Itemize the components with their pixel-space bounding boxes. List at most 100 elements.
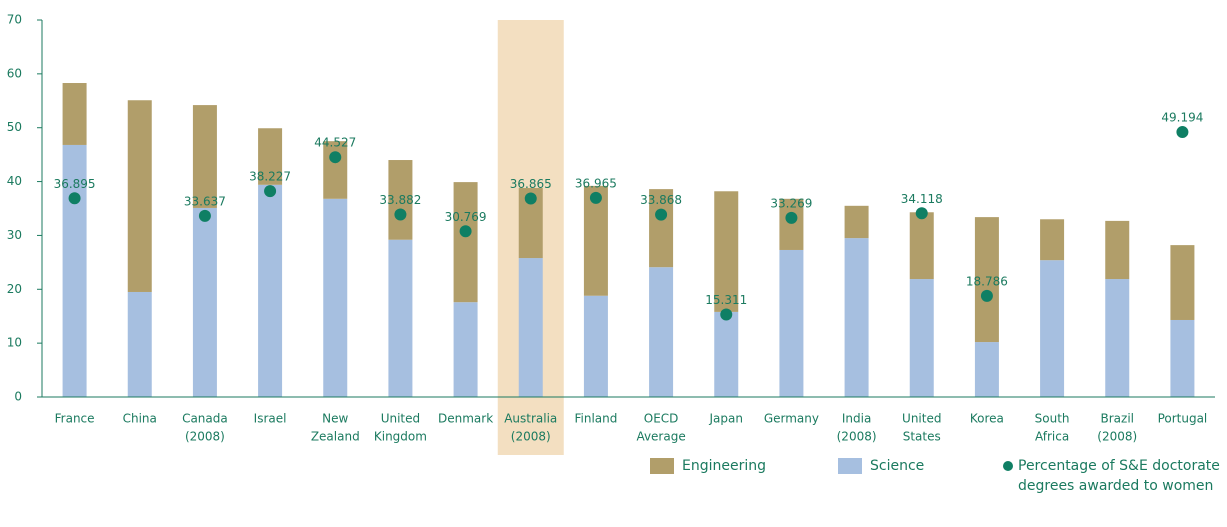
x-tick-label: Germany [764,412,819,426]
data-label: 34.118 [901,192,943,206]
dot [329,151,342,164]
bar-segment [1040,260,1065,397]
x-tick-label: OECD [644,412,679,426]
dot [980,289,993,302]
x-tick-label: South [1035,412,1070,426]
x-tick-label: Zealand [311,430,360,444]
bar-segment [323,141,348,199]
data-label: 30.769 [445,210,487,224]
y-tick-label: 20 [7,282,22,296]
x-tick-label: States [903,430,941,444]
x-tick-label: United [902,412,941,426]
dot [589,191,602,204]
bar-segment [714,191,739,312]
bar-segment [518,258,543,397]
bar-segment [127,291,152,397]
x-tick-label: Africa [1035,430,1069,444]
bar-segment [388,239,413,397]
bar-segment [323,198,348,397]
data-label: 33.637 [184,194,226,208]
bar-segment [453,182,478,303]
bar-segment [1105,279,1130,397]
bar-segment [779,249,804,397]
bar-segment [909,279,934,397]
bar-segment [844,238,869,397]
bar-segment [192,207,217,397]
bar-segment [583,185,608,296]
data-label: 33.882 [379,193,421,207]
dot [785,211,798,224]
legend-swatch [838,458,862,474]
x-tick-label: (2008) [511,430,551,444]
dot [1176,126,1189,139]
x-tick-label: Denmark [438,412,493,426]
data-label: 15.311 [705,293,747,307]
bar-segment [192,105,217,208]
legend-dot [1003,461,1013,471]
bar-segment [62,144,87,397]
data-label: 33.868 [640,193,682,207]
x-tick-label: France [55,412,95,426]
bar-segment [1170,245,1195,320]
x-tick-label: Brazil [1101,412,1135,426]
y-tick-label: 60 [7,66,22,80]
x-tick-label: China [123,412,157,426]
y-tick-label: 50 [7,120,22,134]
bar-segment [388,160,413,240]
bar-segment [1040,219,1065,261]
bar-segment [909,212,934,280]
bar-segment [258,128,283,185]
x-tick-label: Israel [254,412,287,426]
bar-segment [258,184,283,397]
dot [655,208,668,221]
x-tick-label: Kingdom [374,430,427,444]
x-tick-label: Australia [504,412,557,426]
bar-segment [974,217,999,343]
bar-segment [844,205,869,239]
dot [68,192,81,205]
bar-segment [583,295,608,397]
bar-segment [453,302,478,397]
bar-segment [779,198,804,250]
bar-segment [714,311,739,397]
x-tick-label: Average [636,430,685,444]
bar-segment [1105,220,1130,280]
x-tick-label: (2008) [837,430,877,444]
x-tick-label: India [842,412,871,426]
dot [264,185,277,198]
y-tick-label: 10 [7,336,22,350]
data-label: 49.194 [1161,111,1203,125]
bar-segment [1170,319,1195,397]
data-label: 36.965 [575,176,617,190]
legend-label: Engineering [682,458,766,474]
x-tick-label: (2008) [1097,430,1137,444]
bar-segment [127,100,152,292]
y-tick-label: 70 [7,13,22,27]
y-tick-label: 40 [7,174,22,188]
dot [915,207,928,220]
dot [524,192,537,205]
bar-segment [62,83,87,145]
data-label: 18.786 [966,274,1008,288]
legend-label: Science [870,458,924,474]
data-label: 33.269 [770,196,812,210]
x-tick-label: Portugal [1158,412,1208,426]
data-label: 36.865 [510,177,552,191]
x-tick-label: Japan [709,412,743,426]
x-tick-label: Finland [574,412,617,426]
legend-swatch [650,458,674,474]
x-tick-label: Canada [182,412,228,426]
bar-segment [649,267,674,397]
data-label: 36.895 [54,177,96,191]
legend-label: Percentage of S&E doctorate [1018,458,1220,474]
dot [720,308,733,321]
dot [198,209,211,222]
dot [459,225,472,238]
data-label: 38.227 [249,170,291,184]
x-tick-label: United [381,412,420,426]
y-tick-label: 0 [14,390,22,404]
data-label: 44.527 [314,136,356,150]
bar-segment [974,342,999,397]
y-tick-label: 30 [7,228,22,242]
